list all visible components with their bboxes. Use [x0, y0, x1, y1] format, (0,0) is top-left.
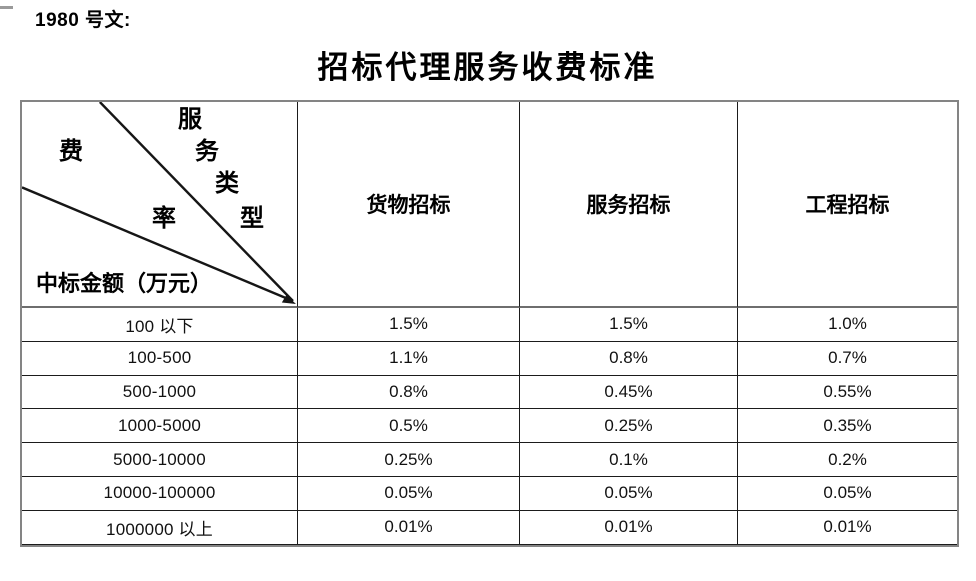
amount-cell: 100 以下	[22, 308, 298, 342]
rate-cell: 0.25%	[520, 409, 738, 444]
column-header-goods: 货物招标	[298, 102, 520, 308]
rate-cell: 0.35%	[738, 409, 957, 444]
amount-cell: 1000-5000	[22, 409, 298, 444]
corner-rate-char-1: 费	[59, 139, 83, 165]
table-header-row: 服 务 类 型 费 率 中标金额（万元） 货物招标 服务招标 工程招标	[22, 102, 957, 308]
document-reference: 1980 号文:	[35, 10, 131, 31]
rate-cell: 0.5%	[298, 409, 520, 444]
rate-cell: 0.7%	[738, 341, 957, 376]
amount-cell: 100-500	[22, 341, 298, 376]
column-header-services: 服务招标	[520, 102, 738, 308]
rate-cell: 0.05%	[520, 476, 738, 511]
row-axis-label: 中标金额（万元）	[36, 271, 213, 296]
corner-type-char-2: 务	[195, 139, 219, 165]
corner-rate-char-2: 率	[152, 206, 176, 232]
rate-cell: 0.1%	[520, 443, 738, 477]
rate-cell: 0.01%	[738, 510, 957, 545]
amount-cell: 1000000 以上	[22, 510, 298, 545]
corner-type-char-1: 服	[178, 107, 202, 133]
amount-cell: 10000-100000	[22, 476, 298, 511]
corner-type-char-3: 类	[215, 171, 239, 197]
rate-cell: 0.01%	[298, 510, 520, 545]
fee-standard-table: 服 务 类 型 费 率 中标金额（万元） 货物招标 服务招标 工程招标 100 …	[20, 100, 959, 547]
corner-type-char-4: 型	[240, 206, 264, 232]
rate-cell: 0.05%	[298, 476, 520, 511]
rate-cell: 0.25%	[298, 443, 520, 477]
table-row: 5000-10000 0.25% 0.1% 0.2%	[22, 443, 957, 477]
amount-cell: 500-1000	[22, 375, 298, 410]
column-header-works: 工程招标	[738, 102, 957, 308]
table-row: 100-500 1.1% 0.8% 0.7%	[22, 341, 957, 376]
amount-cell: 5000-10000	[22, 443, 298, 477]
table-row: 500-1000 0.8% 0.45% 0.55%	[22, 375, 957, 410]
rate-cell: 1.0%	[738, 308, 957, 342]
rate-cell: 0.55%	[738, 375, 957, 410]
rate-cell: 0.8%	[298, 375, 520, 410]
rate-cell: 0.45%	[520, 375, 738, 410]
arrowhead-icon	[281, 294, 296, 304]
rate-cell: 0.8%	[520, 341, 738, 376]
table-row: 10000-100000 0.05% 0.05% 0.05%	[22, 476, 957, 511]
page-edge-mark	[0, 6, 13, 9]
rate-cell: 0.2%	[738, 443, 957, 477]
rate-cell: 1.1%	[298, 341, 520, 376]
diagonal-lines	[22, 102, 296, 304]
rate-cell: 1.5%	[520, 308, 738, 342]
diagonal-header-cell: 服 务 类 型 费 率 中标金额（万元）	[22, 102, 298, 308]
table-row: 100 以下 1.5% 1.5% 1.0%	[22, 308, 957, 342]
rate-cell: 1.5%	[298, 308, 520, 342]
rate-cell: 0.05%	[738, 476, 957, 511]
rate-cell: 0.01%	[520, 510, 738, 545]
table-row: 1000-5000 0.5% 0.25% 0.35%	[22, 409, 957, 444]
page-title: 招标代理服务收费标准	[317, 50, 658, 85]
diagonal-header-content: 服 务 类 型 费 率 中标金额（万元）	[22, 102, 297, 306]
table-row: 1000000 以上 0.01% 0.01% 0.01%	[22, 510, 957, 545]
